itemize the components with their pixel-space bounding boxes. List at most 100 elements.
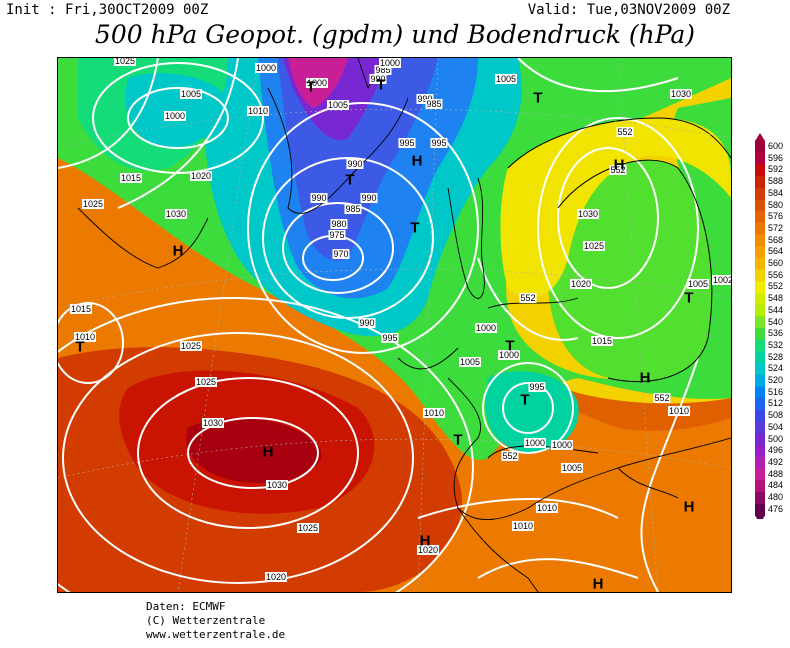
legend-swatch	[755, 222, 765, 235]
pressure-center-marker: T	[75, 338, 85, 356]
isobar-label: 1020	[189, 171, 213, 181]
legend-swatch	[755, 293, 765, 306]
isobar-label: 970	[332, 249, 350, 259]
pressure-center-marker: T	[684, 289, 694, 307]
legend-value: 592	[768, 164, 784, 175]
legend-value: 548	[768, 293, 784, 304]
legend-end-arrow	[755, 515, 765, 524]
isobar-label: 990	[369, 74, 387, 84]
legend-swatch	[755, 176, 765, 189]
isobar-label: 1025	[582, 241, 606, 251]
pressure-center-marker: T	[345, 171, 355, 189]
isobar-label: 995	[381, 333, 399, 343]
isobar-label: 1000	[474, 323, 498, 333]
pressure-center-marker: H	[419, 532, 431, 550]
legend-swatch	[755, 234, 765, 247]
legend-swatch	[755, 246, 765, 259]
map-title: 500 hPa Geopot. (gpdm) und Bodendruck (h…	[94, 20, 696, 49]
pressure-center-marker: T	[453, 431, 463, 449]
legend-value: 516	[768, 386, 784, 397]
map-canvas	[58, 58, 731, 592]
isobar-label: 1030	[669, 89, 693, 99]
isobar-label: 1030	[164, 209, 188, 219]
legend-value: 504	[768, 421, 784, 432]
isobar-label: 990	[416, 94, 434, 104]
isobar-label: 1010	[667, 406, 691, 416]
isobar-label: 1015	[119, 173, 143, 183]
legend-swatch	[755, 468, 765, 481]
legend-value: 488	[768, 468, 784, 479]
isobar-label: 1030	[576, 209, 600, 219]
height-contour-label: 552	[501, 451, 519, 461]
isobar-label: 1020	[264, 572, 288, 582]
legend-swatch	[755, 398, 765, 411]
pressure-center-marker: H	[639, 369, 651, 387]
legend-swatch	[755, 375, 765, 387]
legend-value: 508	[768, 410, 784, 421]
legend-swatch	[755, 199, 765, 212]
legend-value: 484	[768, 480, 784, 491]
isobar-label: 990	[346, 159, 364, 169]
legend-value: 536	[768, 328, 784, 339]
legend-swatch	[755, 164, 765, 177]
pressure-center-marker: H	[262, 443, 274, 461]
pressure-center-marker: H	[592, 575, 604, 593]
isobar-label: 1010	[422, 408, 446, 418]
legend-swatch	[755, 258, 765, 270]
isobar-label: 1000	[378, 58, 402, 68]
height-contour-label: 552	[519, 293, 537, 303]
isobar-label: 1010	[73, 332, 97, 342]
legend-value: 532	[768, 339, 784, 350]
isobar-label: 995	[430, 138, 448, 148]
isobar-label: 1025	[194, 377, 218, 387]
pressure-center-marker: T	[505, 337, 515, 355]
legend-bar	[755, 133, 765, 524]
isobar-label: 985	[374, 65, 392, 75]
legend-value: 524	[768, 363, 784, 374]
isobar-label: 1030	[201, 418, 225, 428]
legend-value: 560	[768, 258, 784, 268]
legend-value: 492	[768, 456, 784, 467]
legend-value: 520	[768, 375, 784, 385]
isobar-label: 1000	[523, 438, 547, 448]
pressure-center-marker: H	[172, 242, 184, 260]
legend-value: 476	[768, 503, 784, 514]
legend-swatch	[755, 351, 765, 364]
legend-value: 576	[768, 211, 784, 222]
legend-value: 480	[768, 492, 784, 502]
legend-end-arrow	[755, 133, 765, 141]
legend-value: 580	[768, 199, 784, 210]
isobar-label: 1000	[163, 111, 187, 121]
valid-time: Valid: Tue,03NOV2009 00Z	[527, 2, 730, 18]
isobar-label: 995	[528, 382, 546, 392]
legend-value: 596	[768, 152, 784, 163]
legend-value: 500	[768, 433, 784, 444]
isobar-label: 980	[330, 219, 348, 229]
legend-swatch	[755, 281, 765, 294]
legend-value: 568	[768, 234, 784, 245]
isobar-label: 1002	[711, 275, 731, 285]
legend-value: 556	[768, 269, 784, 280]
isobar-label: 1005	[458, 357, 482, 367]
legend-swatch	[755, 456, 765, 469]
isobar-label: 1015	[69, 304, 93, 314]
legend-swatch	[755, 480, 765, 493]
isobar-label: 1025	[81, 199, 105, 209]
legend-swatch	[755, 187, 765, 200]
isobar-label: 1005	[494, 74, 518, 84]
isobar-label: 1005	[326, 100, 350, 110]
pressure-center-marker: H	[411, 152, 423, 170]
legend-value: 540	[768, 316, 784, 327]
isobar-label: 1010	[511, 521, 535, 531]
isobar-label: 1015	[590, 336, 614, 346]
legend-value: 584	[768, 187, 784, 198]
isobar-label: 995	[398, 138, 416, 148]
legend-swatch	[755, 363, 765, 376]
legend-swatch	[755, 211, 765, 224]
isobar-label: 1000	[550, 440, 574, 450]
isobar-label: 975	[328, 230, 346, 240]
legend-swatch	[755, 386, 765, 399]
credit-website: www.wetterzentrale.de	[146, 628, 286, 641]
legend-swatch	[755, 410, 765, 423]
credit-copyright: (C) Wetterzentrale	[146, 614, 266, 627]
